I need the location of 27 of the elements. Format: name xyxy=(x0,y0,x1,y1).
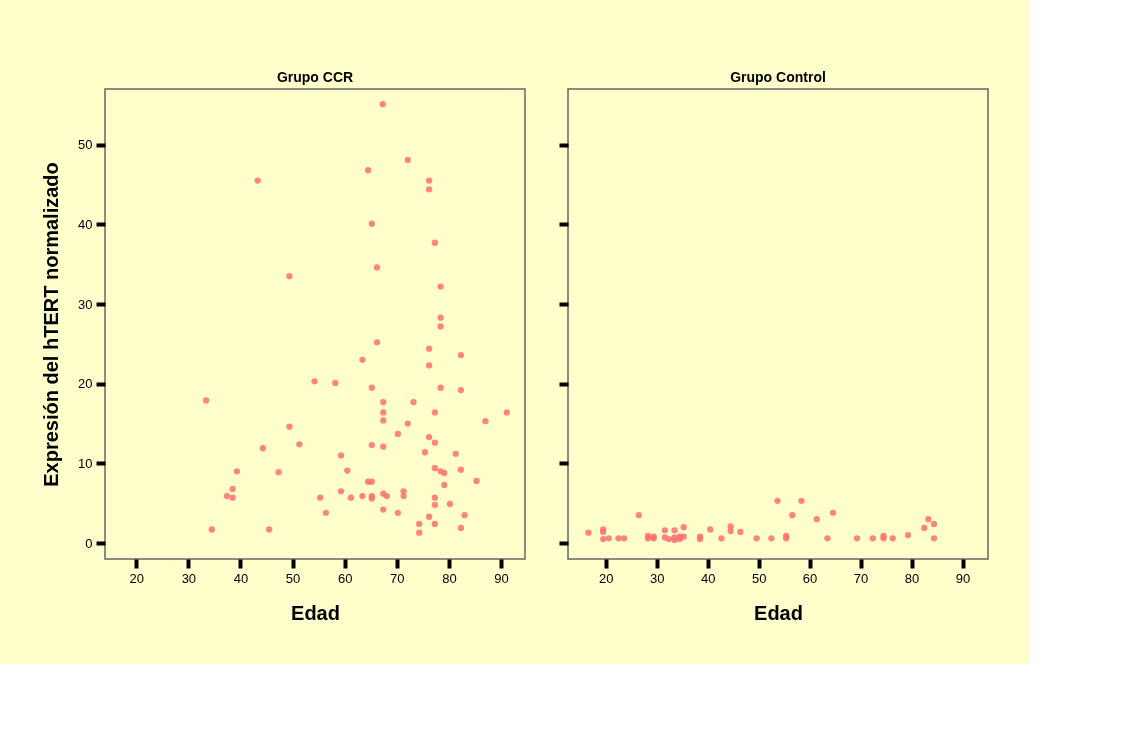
x-tick-label: 30 xyxy=(181,570,197,586)
y-tick-label: 40 xyxy=(78,216,93,232)
x-tick-label: 40 xyxy=(233,570,249,586)
chart-title: Grupo CCR xyxy=(276,69,354,85)
x-tick-label: 80 xyxy=(904,570,920,586)
y-tick-label: 10 xyxy=(78,455,93,471)
x-tick-label: 60 xyxy=(802,570,818,586)
y-tick-label: 50 xyxy=(78,137,93,153)
y-axis-title: Expresión del hTERT normalizado xyxy=(40,162,63,487)
x-tick-label: 90 xyxy=(494,570,509,586)
x-tick-label: 70 xyxy=(390,570,405,586)
x-tick-label: 70 xyxy=(853,570,869,586)
y-tick-label: 0 xyxy=(85,535,93,551)
chart-title: Grupo Control xyxy=(730,69,826,85)
x-tick-label: 20 xyxy=(129,570,144,586)
x-tick-label: 40 xyxy=(700,570,716,586)
x-axis-title: Edad xyxy=(291,601,340,624)
x-tick-label: 60 xyxy=(337,570,353,586)
x-tick-label: 80 xyxy=(442,570,457,586)
x-tick-label: 50 xyxy=(751,570,767,586)
x-tick-label: 50 xyxy=(285,570,301,586)
y-tick-label: 30 xyxy=(78,296,93,312)
x-tick-label: 90 xyxy=(955,570,971,586)
x-axis-title: Edad xyxy=(754,601,803,624)
x-tick-label: 20 xyxy=(598,570,614,586)
y-tick-label: 20 xyxy=(78,376,93,392)
x-tick-label: 30 xyxy=(649,570,665,586)
